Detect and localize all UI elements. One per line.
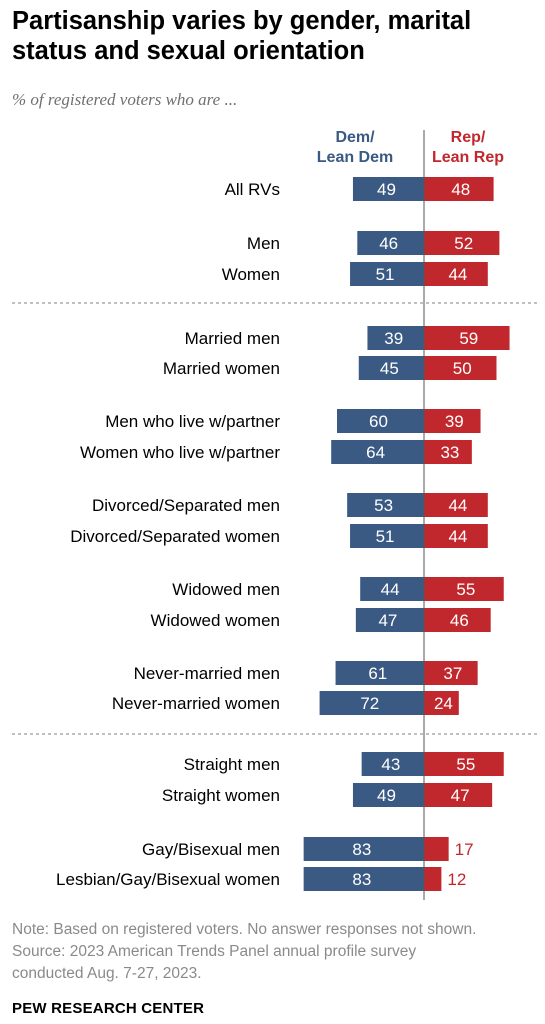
rep-bar xyxy=(424,524,488,548)
rep-value-label: 44 xyxy=(448,527,467,546)
rep-bar xyxy=(424,356,497,380)
category-label: Women who live w/partner xyxy=(80,443,280,462)
dem-value-label: 51 xyxy=(376,527,395,546)
category-label: Married men xyxy=(185,329,280,348)
category-label: Women xyxy=(222,265,280,284)
dem-value-label: 47 xyxy=(378,611,397,630)
rep-value-label: 39 xyxy=(445,412,464,431)
rep-bar xyxy=(424,837,449,861)
dem-bar xyxy=(319,691,424,715)
category-label: Widowed men xyxy=(172,580,280,599)
category-label: Never-married men xyxy=(134,664,280,683)
dem-value-label: 61 xyxy=(368,664,387,683)
rep-bar xyxy=(424,177,494,201)
dem-value-label: 45 xyxy=(380,359,399,378)
dem-bar xyxy=(352,177,424,201)
dem-value-label: 83 xyxy=(352,840,371,859)
dem-value-label: 72 xyxy=(360,694,379,713)
dem-bar xyxy=(350,524,424,548)
rep-value-label: 50 xyxy=(453,359,472,378)
rep-column-header: Rep/ Lean Rep xyxy=(428,128,508,168)
chart-note: Note: Based on registered voters. No ans… xyxy=(12,919,542,985)
dem-bar xyxy=(367,326,424,350)
dem-value-label: 44 xyxy=(381,580,400,599)
category-label: Married women xyxy=(163,359,280,378)
rep-value-label: 52 xyxy=(454,234,473,253)
category-label: Gay/Bisexual men xyxy=(142,840,280,859)
category-label: Divorced/Separated men xyxy=(92,496,280,515)
category-label: Never-married women xyxy=(112,694,280,713)
rep-bar xyxy=(424,231,500,255)
category-label: All RVs xyxy=(225,180,280,199)
rep-value-label: 55 xyxy=(456,580,475,599)
rep-value-label: 17 xyxy=(455,840,474,859)
dem-bar xyxy=(331,440,424,464)
dem-header-line1: Dem/ xyxy=(335,129,375,146)
category-label: Straight women xyxy=(162,786,280,805)
category-label: Widowed women xyxy=(151,611,280,630)
rep-header-line2: Lean Rep xyxy=(431,149,504,166)
rep-bar xyxy=(424,409,481,433)
rep-bar xyxy=(424,493,488,517)
rep-bar xyxy=(424,326,510,350)
rep-bar xyxy=(424,262,488,286)
category-label: Men who live w/partner xyxy=(105,412,280,431)
chart-subtitle: % of registered voters who are ... xyxy=(12,90,238,109)
rep-value-label: 48 xyxy=(451,180,470,199)
note-line-3: conducted Aug. 7-27, 2023. xyxy=(12,965,202,982)
rep-bar xyxy=(424,783,493,807)
dem-bar xyxy=(352,783,424,807)
category-label: Divorced/Separated women xyxy=(70,527,280,546)
dem-bar xyxy=(358,356,424,380)
rep-header-line1: Rep/ xyxy=(450,129,486,146)
rep-value-label: 44 xyxy=(448,265,467,284)
dem-bar xyxy=(355,608,424,632)
dem-bar xyxy=(347,493,424,517)
dem-value-label: 49 xyxy=(377,180,396,199)
rep-bar xyxy=(424,440,472,464)
rep-bar xyxy=(424,608,491,632)
category-label: Lesbian/Gay/Bisexual women xyxy=(56,870,280,889)
dem-bar xyxy=(350,262,424,286)
dem-column-header: Dem/ Lean Dem xyxy=(315,128,395,168)
dem-bar xyxy=(360,577,424,601)
rep-value-label: 47 xyxy=(451,786,470,805)
dem-value-label: 43 xyxy=(381,755,400,774)
note-line-1: Note: Based on registered voters. No ans… xyxy=(12,921,477,938)
dem-bar xyxy=(357,231,424,255)
dem-value-label: 51 xyxy=(376,265,395,284)
rep-value-label: 59 xyxy=(459,329,478,348)
category-label: Men xyxy=(247,234,280,253)
pew-footer: PEW RESEARCH CENTER xyxy=(12,1000,205,1017)
dem-value-label: 46 xyxy=(379,234,398,253)
rep-value-label: 24 xyxy=(434,694,453,713)
dem-header-line2: Lean Dem xyxy=(316,149,394,166)
rep-bar xyxy=(424,867,442,891)
rep-value-label: 55 xyxy=(456,755,475,774)
rep-value-label: 44 xyxy=(448,496,467,515)
dem-value-label: 83 xyxy=(352,870,371,889)
dem-value-label: 53 xyxy=(374,496,393,515)
category-label: Straight men xyxy=(184,755,280,774)
dem-value-label: 60 xyxy=(369,412,388,431)
rep-bar xyxy=(424,661,478,685)
dem-value-label: 39 xyxy=(384,329,403,348)
chart-title: Partisanship varies by gender, marital s… xyxy=(12,7,472,65)
dem-bar xyxy=(337,409,424,433)
rep-value-label: 46 xyxy=(450,611,469,630)
dem-value-label: 64 xyxy=(366,443,385,462)
dem-bar xyxy=(335,661,424,685)
dem-value-label: 49 xyxy=(377,786,396,805)
rep-bar xyxy=(424,752,504,776)
dem-bar xyxy=(303,837,424,861)
rep-value-label: 12 xyxy=(447,870,466,889)
rep-value-label: 37 xyxy=(443,664,462,683)
rep-value-label: 33 xyxy=(440,443,459,462)
diverging-bar-chart: All RVs 49 48 Men 46 52 Women 51 44 Married men 39… xyxy=(12,130,540,900)
dem-bar xyxy=(303,867,424,891)
note-line-2: Source: 2023 American Trends Panel annua… xyxy=(12,943,417,960)
rep-bar xyxy=(424,577,504,601)
rep-bar xyxy=(424,691,459,715)
dem-bar xyxy=(361,752,424,776)
